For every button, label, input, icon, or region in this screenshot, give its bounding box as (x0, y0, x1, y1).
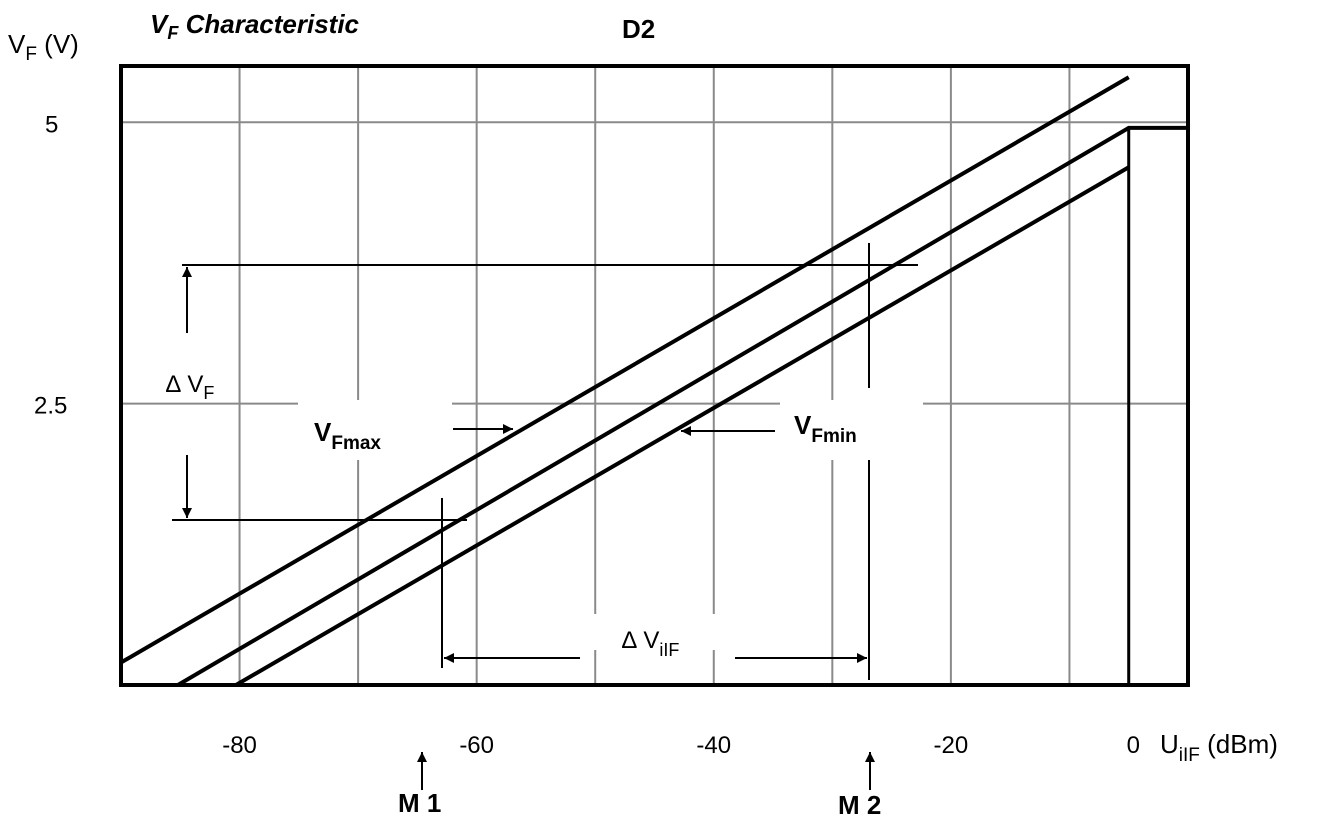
delta-viif-label: ∆ ViIF (622, 627, 679, 660)
chart-subtitle: D2 (622, 14, 655, 44)
plot-frame (119, 64, 1190, 687)
y-tick-labels: 52.5 (34, 111, 67, 419)
vfmin-label: VFmin (794, 410, 857, 447)
m2-label: M 2 (838, 790, 881, 819)
label-backgrounds (155, 362, 923, 650)
y-tick-label: 2.5 (34, 393, 67, 420)
x-tick-label: -60 (459, 732, 494, 759)
x-tick-label: -40 (696, 732, 731, 759)
series-lines (119, 75, 1188, 687)
x-tick-label: -80 (222, 732, 257, 759)
x-tick-label: 0 (1127, 732, 1140, 759)
grid-lines (121, 66, 1188, 685)
vfmax-label: VFmax (314, 417, 381, 454)
y-axis-label: VF (V) (8, 29, 79, 65)
delta-vf-label: ∆ VF (166, 371, 214, 403)
x-axis-label: UiIF (dBm) (1160, 729, 1278, 766)
annotations (172, 243, 918, 790)
x-tick-labels: -80 -60 -40 -20 0 (222, 732, 1140, 759)
x-tick-label: -20 (934, 732, 969, 759)
y-tick-label: 5 (45, 111, 58, 138)
series-line-1 (119, 75, 1130, 665)
chart-title: VF Characteristic (150, 9, 360, 43)
m1-label: M 1 (398, 788, 441, 818)
